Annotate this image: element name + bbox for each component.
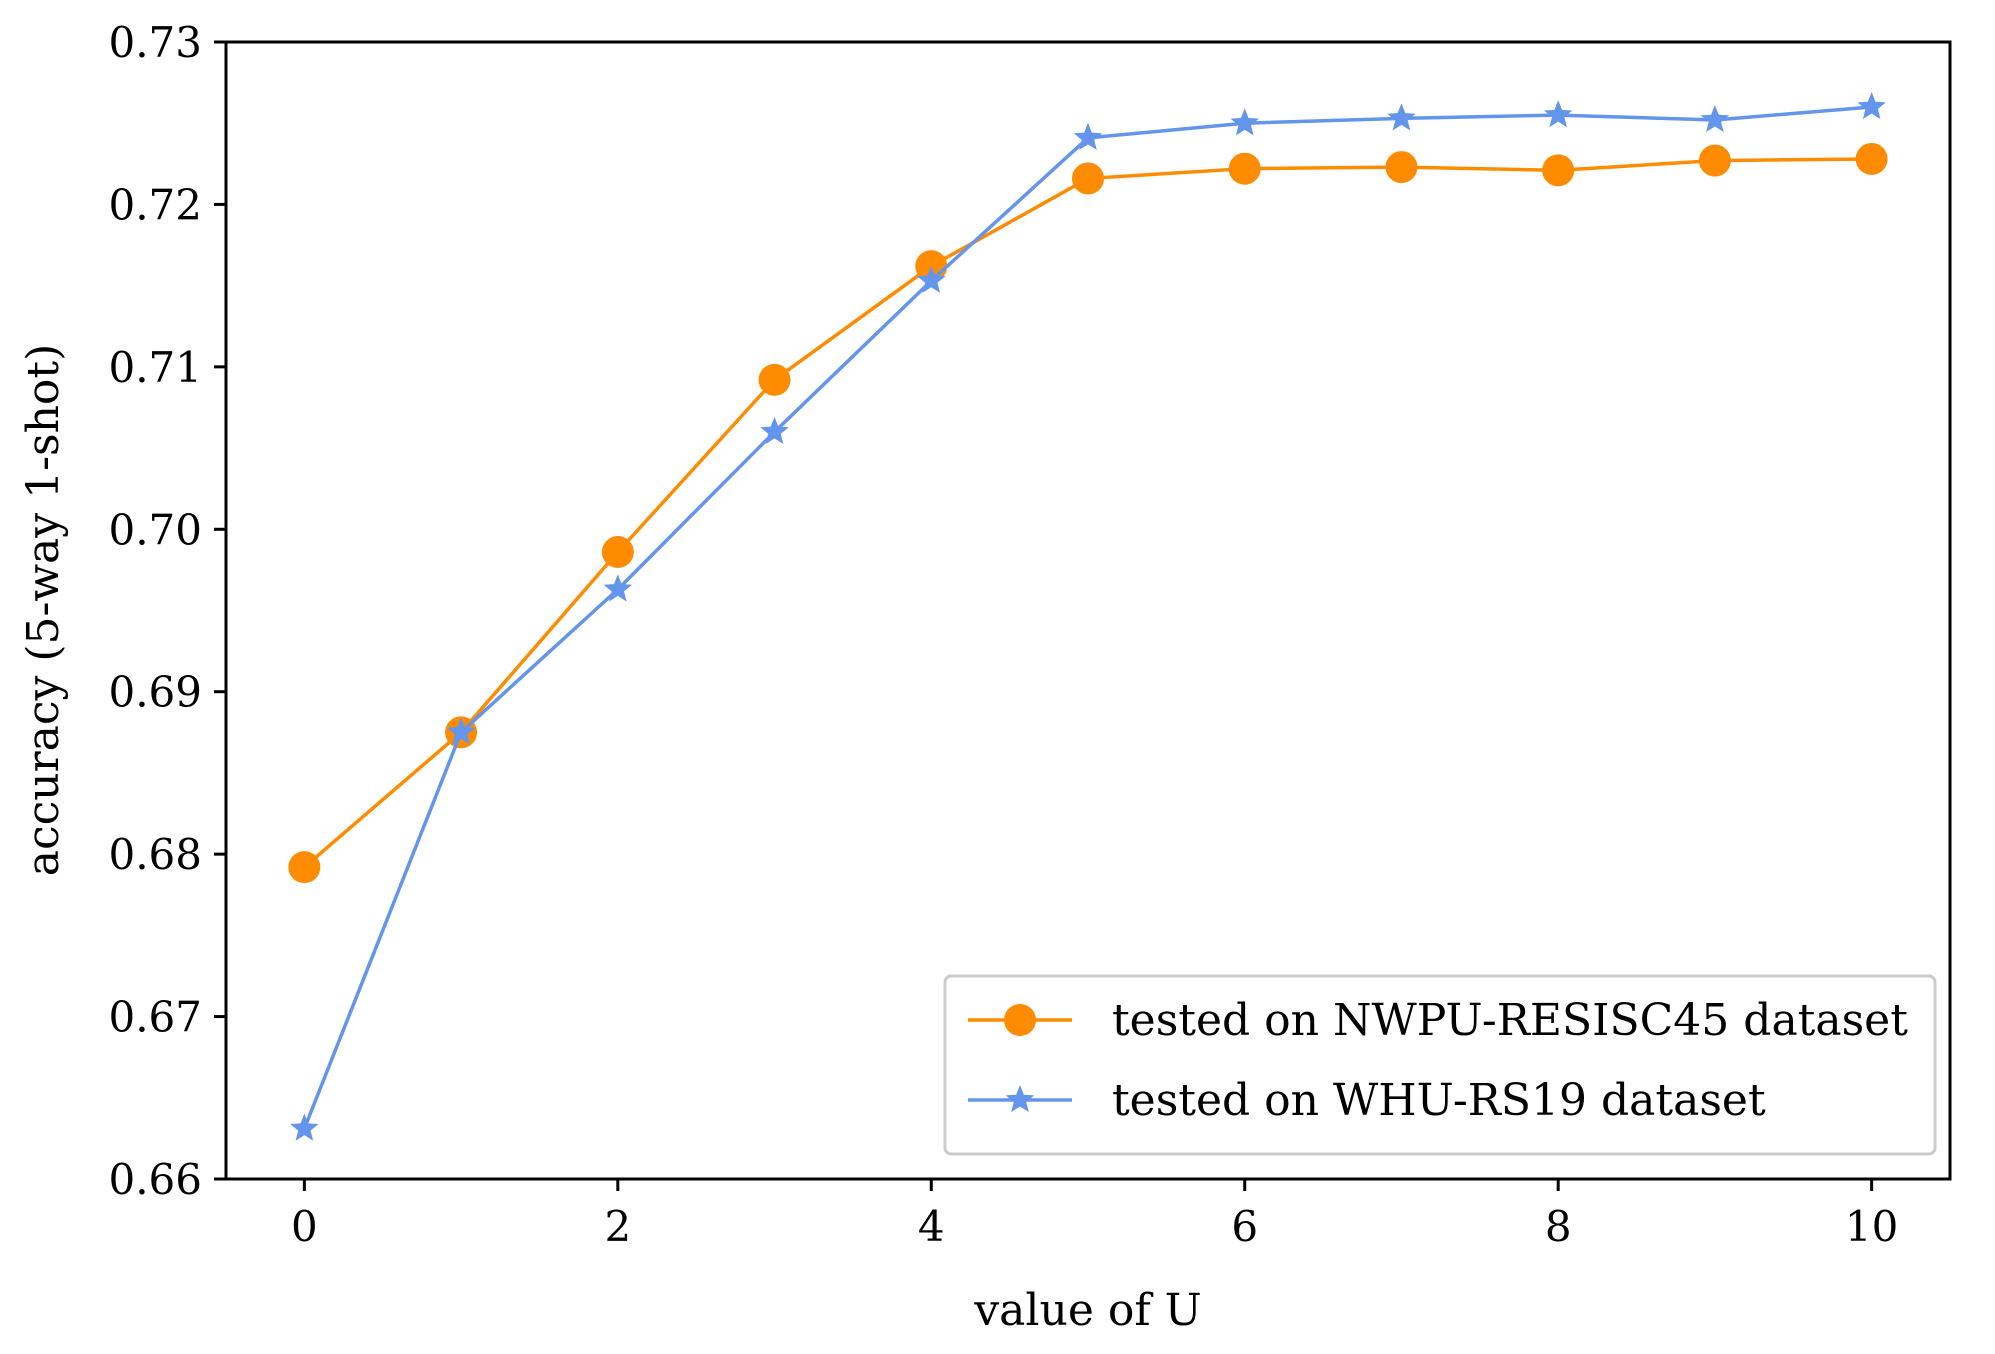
- legend-box: [943, 974, 1937, 1156]
- y-tick-label: 0.72: [108, 180, 202, 229]
- x-tick-label: 4: [918, 1202, 945, 1251]
- legend-marker: [1005, 1085, 1035, 1113]
- y-tick-label: 0.68: [108, 830, 202, 879]
- data-point: [601, 536, 634, 569]
- series-1: [288, 142, 1888, 884]
- data-point: [1072, 162, 1104, 195]
- data-point: [1387, 103, 1416, 131]
- y-tick-label: 0.73: [108, 18, 202, 67]
- data-point: [603, 574, 633, 602]
- data-point: [290, 1113, 319, 1141]
- data-point: [1542, 154, 1575, 187]
- plot-frame: [224, 40, 1952, 1181]
- x-tick-label: 0: [291, 1202, 318, 1251]
- series-line: [303, 157, 1872, 869]
- y-tick-label: 0.70: [108, 505, 202, 554]
- y-tick-label: 0.71: [108, 343, 202, 392]
- legend-entry: tested on NWPU-RESISC45 dataset: [968, 995, 1908, 1046]
- data-point: [1073, 122, 1103, 150]
- x-tick-label: 10: [1845, 1202, 1898, 1251]
- data-point: [1230, 108, 1259, 136]
- legend: tested on NWPU-RESISC45 dataset tested on…: [943, 974, 1937, 1156]
- y-tick-label: 0.66: [108, 1155, 202, 1204]
- data-point: [758, 363, 791, 396]
- x-tick-label: 6: [1231, 1202, 1258, 1251]
- data-point: [446, 717, 476, 745]
- data-point: [917, 265, 946, 293]
- ticks-layer: 0 2 4 6 8 10 0.66 0.67 0.68 0.69 0.70 0.71 0.72 0.73: [108, 18, 1898, 1251]
- data-point: [1228, 152, 1261, 185]
- data-point: [1698, 144, 1731, 177]
- x-tick-label: 2: [604, 1202, 631, 1251]
- data-point: [1857, 91, 1886, 120]
- y-tick-label: 0.69: [108, 668, 202, 717]
- data-point: [1543, 100, 1573, 128]
- data-point: [288, 851, 321, 884]
- data-point: [1385, 151, 1418, 184]
- data-point: [1700, 104, 1730, 133]
- y-axis-label: accuracy (5-way 1-shot): [18, 344, 69, 877]
- y-tick-label: 0.67: [108, 993, 202, 1042]
- legend-label: tested on NWPU-RESISC45 dataset: [1112, 995, 1908, 1046]
- series-2: [290, 91, 1886, 1141]
- x-axis-label: value of U: [973, 1285, 1201, 1336]
- data-point: [1855, 142, 1888, 175]
- legend-label: tested on WHU-RS19 dataset: [1112, 1075, 1766, 1126]
- x-tick-label: 8: [1545, 1202, 1572, 1251]
- legend-marker: [1004, 1004, 1036, 1036]
- data-point: [760, 416, 789, 444]
- legend-entries: tested on NWPU-RESISC45 dataset tested on…: [968, 995, 1908, 1126]
- legend-entry: tested on WHU-RS19 dataset: [968, 1075, 1766, 1126]
- series-layer: [288, 91, 1888, 1141]
